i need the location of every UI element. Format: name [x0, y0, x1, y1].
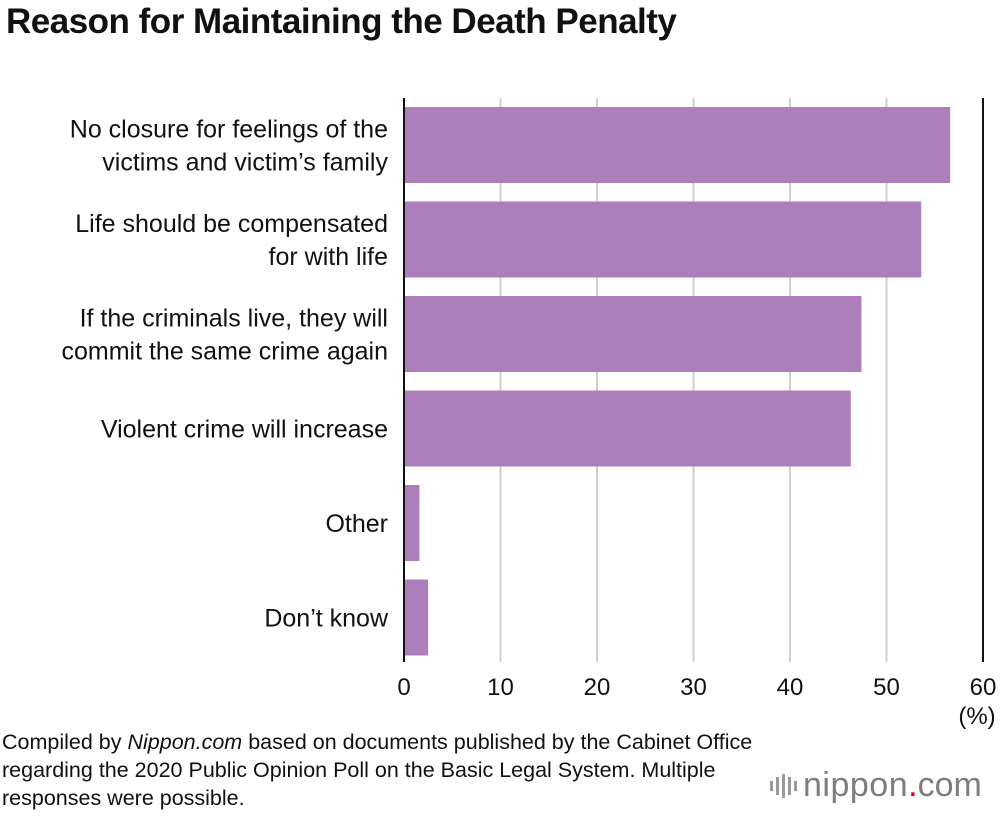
logo-mark-icon — [770, 773, 797, 798]
source-rest: based on documents published by the Cabi… — [2, 730, 753, 810]
tick-label: 30 — [680, 674, 707, 701]
source-prefix: Compiled by — [2, 730, 128, 754]
category-label-line: commit the same crime again — [61, 338, 388, 366]
category-label-line: Don’t know — [264, 605, 389, 633]
grid-lines — [499, 98, 984, 662]
bar — [405, 390, 851, 467]
x-axis-unit: (%) — [958, 703, 995, 730]
category-label-line: victims and victim’s family — [102, 149, 388, 177]
category-labels: No closure for feelings of the victims an… — [61, 116, 388, 633]
bar — [405, 296, 862, 372]
category-label-line: No closure for feelings of the — [70, 116, 388, 144]
tick-label: 0 — [397, 674, 410, 701]
logo-suffix: com — [917, 766, 982, 804]
chart-title: Reason for Maintaining the Death Penalty — [6, 2, 677, 41]
source-note: Compiled by Nippon.com based on document… — [2, 728, 762, 812]
bar — [405, 107, 951, 183]
category-label: No closure for feelings of the victims an… — [70, 116, 389, 177]
category-label-line: for with life — [269, 243, 388, 271]
tick-label: 60 — [970, 674, 997, 701]
bar — [405, 579, 429, 656]
x-axis-ticks: 0 10 20 30 40 50 60 — [397, 674, 996, 701]
category-label: Don’t know — [264, 605, 389, 633]
logo-name: nippon — [803, 766, 909, 804]
bar — [405, 485, 420, 561]
bar — [405, 201, 922, 278]
tick-label: 20 — [584, 674, 611, 701]
category-label-line: Life should be compensated — [75, 210, 388, 238]
bar-chart: No closure for feelings of the victims an… — [61, 98, 996, 730]
category-label-line: Other — [325, 510, 388, 538]
bars — [405, 107, 951, 656]
category-label-line: Violent crime will increase — [101, 416, 388, 444]
source-site: Nippon.com — [127, 730, 243, 754]
logo-dot: . — [908, 766, 918, 804]
nippon-logo: nippon.com — [770, 766, 982, 805]
tick-label: 40 — [777, 674, 804, 701]
category-label: Violent crime will increase — [101, 416, 388, 444]
category-label-line: If the criminals live, they will — [80, 305, 388, 333]
category-label: Other — [325, 510, 388, 538]
tick-label: 50 — [873, 674, 900, 701]
tick-label: 10 — [487, 674, 514, 701]
category-label: If the criminals live, they will commit t… — [61, 305, 388, 366]
category-label: Life should be compensated for with life — [75, 210, 388, 271]
